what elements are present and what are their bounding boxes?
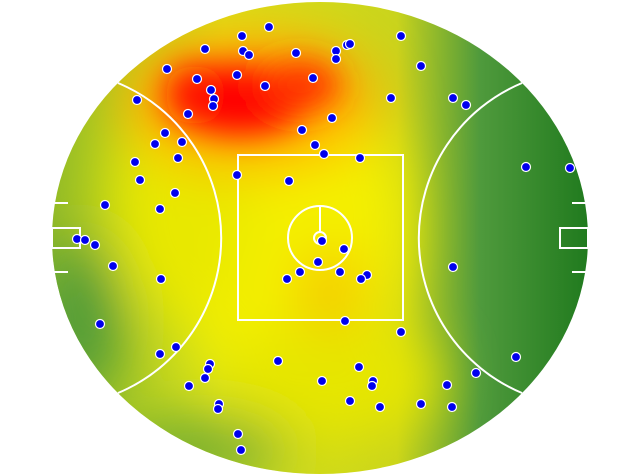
point xyxy=(355,273,367,285)
point xyxy=(243,49,255,61)
point xyxy=(170,341,182,353)
point xyxy=(99,199,111,211)
point xyxy=(199,372,211,384)
point xyxy=(339,315,351,327)
point xyxy=(447,92,459,104)
point xyxy=(94,318,106,330)
point xyxy=(374,401,386,413)
point xyxy=(385,92,397,104)
point xyxy=(510,351,522,363)
point xyxy=(460,99,472,111)
point xyxy=(172,152,184,164)
point xyxy=(353,361,365,373)
point xyxy=(334,266,346,278)
point xyxy=(191,73,203,85)
point xyxy=(79,234,91,246)
point xyxy=(326,112,338,124)
point xyxy=(296,124,308,136)
point xyxy=(236,30,248,42)
point xyxy=(183,380,195,392)
point xyxy=(89,239,101,251)
point xyxy=(338,243,350,255)
point xyxy=(564,162,576,174)
point xyxy=(155,273,167,285)
point xyxy=(294,266,306,278)
point xyxy=(107,260,119,272)
point xyxy=(415,60,427,72)
point xyxy=(447,261,459,273)
point xyxy=(235,444,247,456)
point xyxy=(307,72,319,84)
point xyxy=(159,127,171,139)
point xyxy=(446,401,458,413)
point xyxy=(272,355,284,367)
point xyxy=(149,138,161,150)
point xyxy=(281,273,293,285)
point xyxy=(330,53,342,65)
point xyxy=(129,156,141,168)
point xyxy=(134,174,146,186)
point xyxy=(470,367,482,379)
point xyxy=(212,403,224,415)
point xyxy=(309,139,321,151)
point xyxy=(154,348,166,360)
point xyxy=(395,30,407,42)
point xyxy=(154,203,166,215)
point xyxy=(205,84,217,96)
point xyxy=(169,187,181,199)
point xyxy=(290,47,302,59)
point xyxy=(366,380,378,392)
point xyxy=(231,69,243,81)
point xyxy=(318,148,330,160)
point xyxy=(131,94,143,106)
point xyxy=(207,100,219,112)
point xyxy=(316,235,328,247)
point xyxy=(283,175,295,187)
point xyxy=(161,63,173,75)
point xyxy=(263,21,275,33)
point xyxy=(415,398,427,410)
point xyxy=(441,379,453,391)
point xyxy=(344,395,356,407)
point xyxy=(202,363,214,375)
point xyxy=(176,136,188,148)
point xyxy=(354,152,366,164)
point xyxy=(259,80,271,92)
point xyxy=(344,38,356,50)
point xyxy=(520,161,532,173)
point xyxy=(199,43,211,55)
point xyxy=(232,428,244,440)
point xyxy=(182,108,194,120)
point xyxy=(316,375,328,387)
point xyxy=(312,256,324,268)
point xyxy=(395,326,407,338)
point xyxy=(231,169,243,181)
